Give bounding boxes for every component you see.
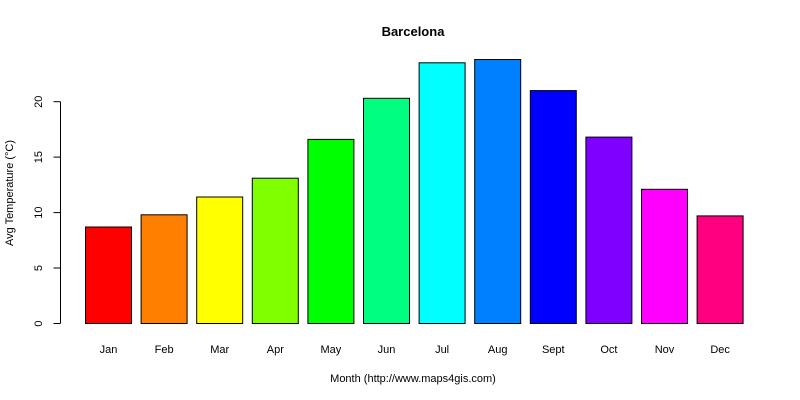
x-axis-label: Month (http://www.maps4gis.com) xyxy=(330,373,496,385)
bar-aug xyxy=(474,59,522,324)
x-tick-label: Jan xyxy=(100,344,118,356)
y-tick-label: 20 xyxy=(33,96,45,108)
y-tick-label: 10 xyxy=(33,206,45,218)
y-axis: 0 5 10 15 20 xyxy=(33,96,61,327)
chart-title: Barcelona xyxy=(382,24,446,39)
y-tick-label: 0 xyxy=(33,320,45,326)
x-tick-label: Jul xyxy=(435,344,449,356)
bar-dec xyxy=(696,215,744,324)
bar-mar xyxy=(196,196,244,324)
bars-group xyxy=(85,59,744,325)
x-tick-label: Jun xyxy=(378,344,396,356)
x-tick-labels: Jan Feb Mar Apr May Jun Jul Aug Sept Oct Nov Dec xyxy=(100,344,731,356)
y-tick-label: 5 xyxy=(33,265,45,271)
bar-jun xyxy=(363,97,410,324)
bar-oct xyxy=(585,136,633,324)
x-tick-label: Nov xyxy=(655,344,675,356)
bar-jul xyxy=(418,62,466,325)
x-tick-label: May xyxy=(321,344,342,356)
bar-apr xyxy=(251,177,299,324)
x-tick-label: Dec xyxy=(710,344,730,356)
x-tick-label: Oct xyxy=(600,344,617,356)
x-tick-label: Aug xyxy=(488,344,508,356)
x-tick-label: Feb xyxy=(155,344,174,356)
bar-feb xyxy=(140,214,188,324)
bar-jan xyxy=(85,226,132,324)
y-tick-label: 15 xyxy=(33,151,45,163)
x-tick-label: Apr xyxy=(267,344,284,356)
y-axis-label: Avg Temperature (°C) xyxy=(4,140,16,246)
bar-may xyxy=(307,138,355,324)
bar-sept xyxy=(529,90,577,324)
x-tick-label: Sept xyxy=(542,344,565,356)
x-tick-label: Mar xyxy=(210,344,229,356)
bar-nov xyxy=(641,188,688,324)
